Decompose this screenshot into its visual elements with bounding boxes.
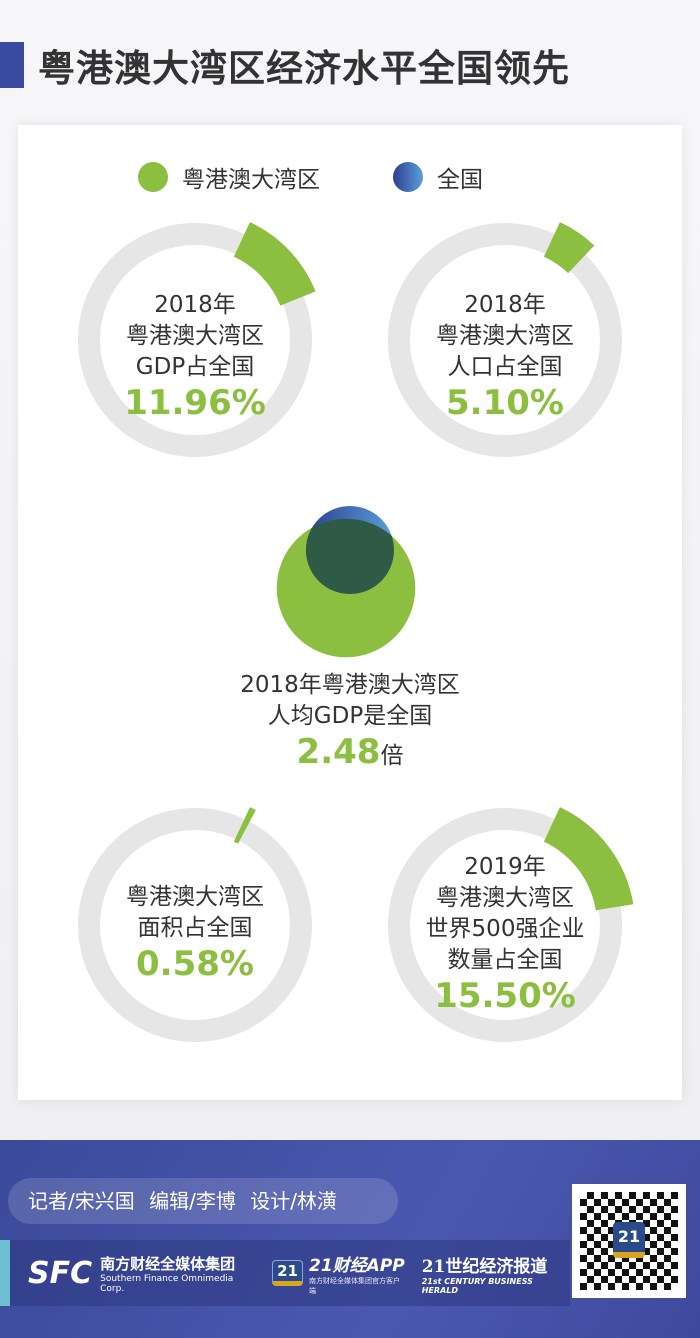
logo-strip: SFC 南方财经全媒体集团 Southern Finance Omnimedia… [0, 1240, 570, 1306]
donut-label-area: 粤港澳大湾区 面积占全国 0.58% [85, 882, 305, 984]
qr-code[interactable]: 21 [572, 1184, 686, 1298]
app-name-text: 21财经APP [309, 1255, 405, 1276]
sfc-name: 南方财经全媒体集团 Southern Finance Omnimedia Cor… [100, 1253, 258, 1294]
herald-name-en: 21st CENTURY BUSINESS HERALD [421, 1276, 533, 1295]
label-line: 粤港澳大湾区 [436, 323, 574, 349]
legend-label: 粤港澳大湾区 [182, 167, 320, 193]
value-label: 0.58% [136, 944, 254, 984]
donut-area-track [78, 808, 312, 1042]
legend-swatch [393, 162, 423, 192]
legend-label: 全国 [437, 167, 483, 193]
label-line: 世界500强企业 [425, 916, 585, 942]
donut-gdp-segment [233, 222, 316, 306]
value-label: 15.50% [434, 976, 576, 1016]
donut-fortune500-track [388, 808, 622, 1042]
label-line: 2018年粤港澳大湾区 [240, 672, 460, 698]
sfc-name-cn: 南方财经全媒体集团 [100, 1254, 236, 1273]
app-name: 21财经APP 南方财经全媒体集团官方客户端 [309, 1251, 406, 1296]
page-title: 粤港澳大湾区经济水平全国领先 [38, 47, 570, 90]
sfc-name-en: Southern Finance Omnimedia Corp. [100, 1273, 234, 1294]
credits: 记者/宋兴国 编辑/李博 设计/林潢 [8, 1178, 398, 1224]
qr-badge-icon: 21 [613, 1222, 645, 1258]
legend-swatch [138, 162, 168, 192]
label-line: 2018年 [154, 292, 236, 318]
donut-fortune500-segment [543, 807, 634, 911]
donut-gdp-track [78, 223, 312, 457]
value-label: 5.10% [446, 383, 564, 423]
label-line: 人口占全国 [447, 354, 563, 380]
label-line: 2018年 [464, 292, 546, 318]
bubble-label-gdp-per-capita: 2018年粤港澳大湾区 人均GDP是全国 2.48倍 [200, 670, 500, 772]
label-line: 粤港澳大湾区 [126, 884, 264, 910]
donut-population-segment [543, 222, 595, 274]
legend-item-gba: 粤港澳大湾区 [138, 160, 320, 194]
sfc-logo: SFC [28, 1255, 93, 1291]
bubble-overlap [306, 518, 394, 594]
donut-population-track [388, 223, 622, 457]
unit-label: 倍 [380, 743, 404, 769]
label-line: 2019年 [464, 854, 546, 880]
label-line: 人均GDP是全国 [267, 703, 433, 729]
value-label: 2.48 [296, 732, 381, 772]
legend-item-national: 全国 [393, 160, 483, 194]
label-line: 粤港澳大湾区 [436, 885, 574, 911]
label-line: 数量占全国 [447, 947, 563, 973]
herald-name: 21世纪经济报道 [421, 1256, 548, 1277]
donut-area-segment [233, 807, 256, 844]
herald-logo: 21世纪经济报道 21st CENTURY BUSINESS HERALD [422, 1252, 570, 1295]
donut-label-fortune500: 2019年 粤港澳大湾区 世界500强企业 数量占全国 15.50% [395, 852, 615, 1016]
app-name-sub: 南方财经全媒体集团官方客户端 [309, 1276, 400, 1295]
donut-label-population: 2018年 粤港澳大湾区 人口占全国 5.10% [395, 290, 615, 423]
app-logo-icon: 21 [272, 1260, 303, 1286]
value-label: 11.96% [124, 383, 266, 423]
label-line: 粤港澳大湾区 [126, 323, 264, 349]
title-accent-bar [0, 42, 24, 88]
label-line: GDP占全国 [135, 354, 255, 380]
label-line: 面积占全国 [137, 915, 253, 941]
donut-label-gdp: 2018年 粤港澳大湾区 GDP占全国 11.96% [85, 290, 305, 423]
